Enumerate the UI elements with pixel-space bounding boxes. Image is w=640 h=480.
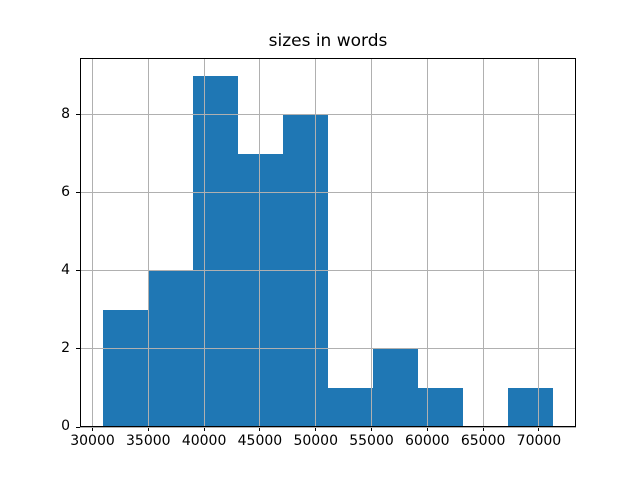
gridline-vertical: [426, 58, 428, 427]
x-tick-label: 35000: [126, 433, 171, 449]
gridline-vertical: [92, 58, 93, 427]
x-tick-mark: [482, 427, 484, 431]
gridline-vertical: [203, 58, 205, 427]
gridline-vertical: [538, 58, 540, 427]
y-tick-mark: [76, 114, 80, 116]
y-tick-label: 8: [61, 105, 70, 122]
y-tick-label: 6: [61, 183, 70, 200]
gridline-vertical: [259, 58, 261, 427]
y-tick-mark: [76, 348, 80, 350]
gridline-vertical: [147, 58, 149, 427]
gridline-vertical: [371, 58, 373, 427]
x-tick-mark: [315, 427, 317, 431]
gridline-vertical: [482, 58, 484, 427]
y-tick-label: 4: [61, 261, 70, 278]
histogram-bar: [328, 387, 374, 427]
x-tick-label: 45000: [237, 433, 283, 449]
gridline-vertical: [315, 58, 317, 427]
x-tick-mark: [147, 427, 149, 431]
y-tick-label: 0: [61, 418, 70, 434]
y-tick-label: 2: [61, 339, 70, 356]
x-tick-mark: [371, 427, 373, 431]
x-tick-label: 70000: [516, 433, 562, 449]
x-tick-mark: [538, 427, 540, 431]
x-tick-mark: [259, 427, 261, 431]
histogram-bar: [508, 387, 554, 427]
gridline-horizontal: [80, 348, 576, 350]
x-tick-mark: [203, 427, 205, 431]
gridline-horizontal: [80, 114, 576, 116]
x-tick-label: 55000: [349, 433, 394, 449]
x-tick-mark: [92, 427, 93, 431]
histogram-bar: [373, 348, 419, 427]
gridline-horizontal: [80, 192, 576, 194]
histogram-bar: [192, 75, 238, 427]
y-tick-mark: [76, 270, 80, 272]
x-tick-label: 65000: [460, 433, 506, 449]
histogram-bar: [102, 309, 148, 427]
histogram-bar: [418, 387, 464, 427]
x-tick-label: 60000: [405, 433, 450, 449]
y-tick-mark: [76, 426, 80, 428]
x-tick-mark: [426, 427, 428, 431]
gridline-horizontal: [80, 426, 576, 428]
x-tick-label: 50000: [293, 433, 338, 449]
x-tick-label: 30000: [70, 433, 115, 449]
gridline-horizontal: [80, 270, 576, 272]
plot-area: [80, 58, 576, 428]
y-tick-mark: [76, 192, 80, 194]
chart-title: sizes in words: [268, 31, 388, 51]
x-tick-label: 40000: [181, 433, 227, 449]
